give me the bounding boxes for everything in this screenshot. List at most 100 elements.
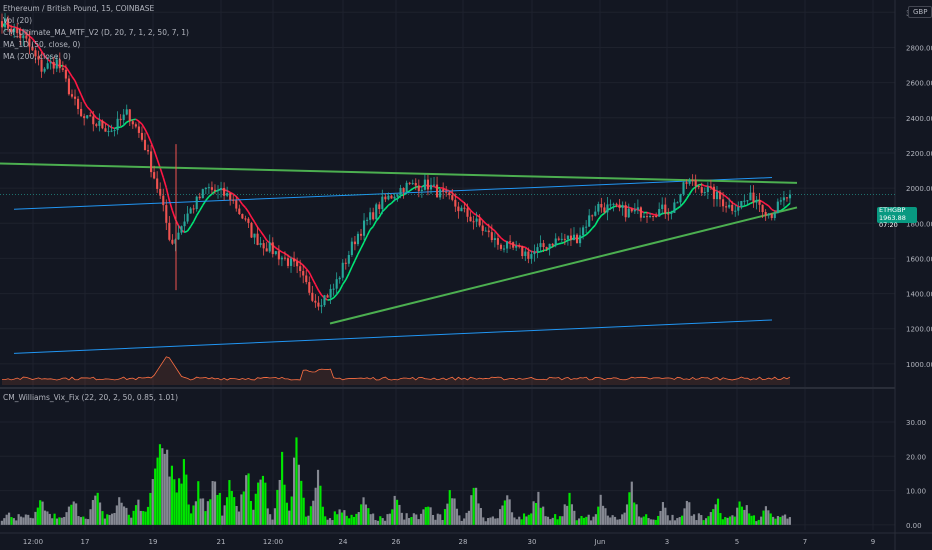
vix-bar <box>316 469 320 525</box>
cm-ma-legend[interactable]: CM_Ultimate_MA_MTF_V2 (D, 20, 7, 1, 2, 5… <box>3 28 189 37</box>
cm-ma-segment <box>299 262 304 266</box>
cm-ma-segment <box>591 224 596 229</box>
vix-bar <box>501 505 504 525</box>
candle-body <box>417 185 420 191</box>
vix-bar <box>149 492 152 525</box>
vix-bar <box>673 520 676 525</box>
cm-ma-segment <box>375 216 380 222</box>
vix-bar <box>642 516 645 525</box>
candle-body <box>664 204 667 214</box>
vix-bar <box>259 479 262 525</box>
candle-body <box>216 189 220 192</box>
cm-ma-segment <box>372 220 377 227</box>
vix-bar <box>39 500 42 525</box>
vix-bar <box>633 502 636 525</box>
candle-body <box>755 200 758 203</box>
vix-bar <box>233 497 236 525</box>
candle-body <box>572 234 576 240</box>
vix-bar <box>740 506 744 525</box>
cm-ma-segment <box>479 216 484 221</box>
cm-ma-segment <box>80 94 85 102</box>
cm-ma-segment <box>327 298 331 301</box>
vix-bar <box>772 516 775 525</box>
candle-body <box>326 295 329 298</box>
candle-body <box>499 244 503 249</box>
vix-bar <box>721 519 724 525</box>
vix-bar <box>762 510 765 525</box>
candle-body <box>110 130 113 132</box>
vix-bar <box>661 502 665 525</box>
vix-bar <box>530 513 533 525</box>
vix-bar <box>446 503 449 525</box>
candle-body <box>289 258 293 266</box>
currency-badge[interactable]: GBP <box>908 6 932 18</box>
vix-bar <box>336 514 339 525</box>
vix-bar <box>465 512 468 525</box>
vix-bar <box>273 508 277 525</box>
candles[interactable] <box>0 13 792 314</box>
ma-200-legend[interactable]: MA (200, close, 0) <box>3 52 71 61</box>
symbol-title[interactable]: Ethereum / British Pound, 15, COINBASE <box>3 4 155 13</box>
vix-fix-legend[interactable]: CM_Williams_Vix_Fix (22, 20, 2, 50, 0.85… <box>3 393 179 402</box>
vix-bar <box>283 484 286 525</box>
vix-bar <box>216 494 219 525</box>
vix-bar <box>381 518 384 525</box>
candle-body <box>143 139 147 151</box>
vix-bar <box>767 510 770 525</box>
vix-bar <box>563 504 566 525</box>
volume-legend[interactable]: Vol (20) <box>3 16 33 25</box>
vix-bar <box>237 511 241 525</box>
candle-body <box>612 203 615 205</box>
price-axis-tick: 1000.00 <box>906 361 932 369</box>
cm-ma-segment <box>561 241 566 244</box>
cm-ma-segment <box>338 283 344 291</box>
candle-body <box>204 187 207 190</box>
candle-body <box>402 188 405 193</box>
cm-ma-segment <box>485 222 490 227</box>
vix-bar <box>757 519 760 525</box>
cm-ma-segment <box>597 214 603 220</box>
candle-body <box>317 302 320 307</box>
ma-1d-legend[interactable]: MA_1D (50, close, 0) <box>3 40 81 49</box>
vix-bar <box>764 506 768 525</box>
cm-ma-segment <box>238 199 244 205</box>
cm-ma-segment <box>585 231 590 236</box>
vix-bar <box>36 507 39 525</box>
candle-body <box>137 126 140 133</box>
vix-bar <box>599 494 602 525</box>
cm-ma-segment <box>37 45 43 52</box>
cm-ma-segment <box>722 193 727 198</box>
vix-bar <box>5 514 8 525</box>
candle-body <box>70 94 74 97</box>
vix-bar <box>228 480 231 525</box>
cm-ma-segment <box>244 207 250 213</box>
vix-bar <box>477 503 480 525</box>
vix-bar <box>590 520 593 525</box>
vix-bar <box>458 515 461 525</box>
vix-bar <box>89 509 92 525</box>
vix-bar <box>58 517 61 525</box>
candle-body <box>256 233 259 245</box>
candle-body <box>475 218 478 222</box>
candle-body <box>673 202 676 213</box>
vix-bar <box>453 498 456 525</box>
cm-ma-segment <box>199 204 204 211</box>
candle-body <box>682 182 685 195</box>
vix-bar <box>185 474 188 525</box>
cm-ma-segment <box>317 289 323 296</box>
cm-ma-segment <box>360 241 365 249</box>
vix-bar <box>345 515 348 525</box>
candle-body <box>387 195 390 200</box>
vix-bar <box>697 513 700 525</box>
vix-bar <box>235 506 238 525</box>
vix-bar <box>666 515 669 525</box>
candle-body <box>223 187 226 196</box>
candle-body <box>509 241 512 243</box>
candle-body <box>338 277 341 280</box>
vix-bar <box>616 519 619 525</box>
vix-bar <box>439 514 442 525</box>
vix-bar <box>609 517 612 525</box>
vix-bar <box>467 510 471 525</box>
candle-body <box>156 178 159 189</box>
